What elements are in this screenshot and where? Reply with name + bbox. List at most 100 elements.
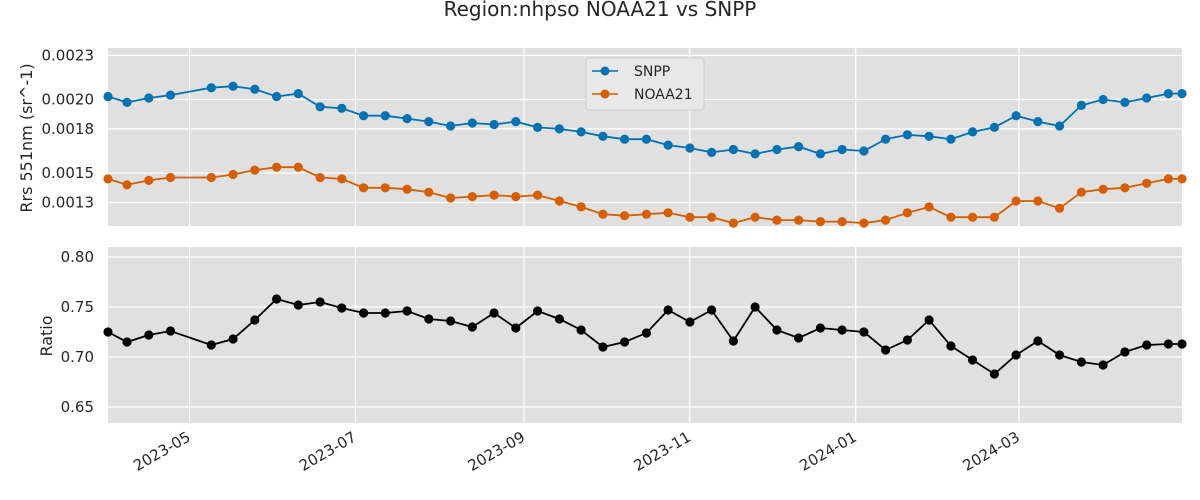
noaa21-data-point	[533, 190, 543, 200]
ratio-data-point	[1033, 336, 1043, 346]
noaa21-data-point	[1098, 184, 1108, 194]
snpp-data-point	[1055, 121, 1065, 131]
ratio-grid	[108, 247, 1182, 423]
snpp-data-point	[424, 117, 434, 127]
snpp-data-point	[750, 149, 760, 159]
noaa21-data-point	[122, 180, 132, 190]
ratio-data-point	[881, 345, 891, 355]
noaa21-data-point	[359, 183, 369, 193]
noaa21-data-point	[103, 174, 113, 184]
ratio-y-tick-label: 0.65	[61, 398, 94, 416]
rrs-y-axis-label: Rrs 551nm (sr^-1)	[17, 63, 36, 212]
noaa21-data-point	[968, 212, 978, 222]
snpp-data-point	[533, 122, 543, 132]
snpp-data-point	[946, 134, 956, 144]
ratio-data-point	[315, 297, 325, 307]
snpp-data-point	[250, 84, 260, 94]
ratio-y-axis-label: Ratio	[37, 315, 56, 356]
noaa21-data-point	[424, 187, 434, 197]
snpp-data-point	[772, 144, 782, 155]
snpp-data-point	[489, 119, 499, 130]
noaa21-data-point	[446, 193, 456, 203]
snpp-data-point	[359, 111, 369, 121]
ratio-data-point	[902, 335, 913, 345]
ratio-data-point	[1163, 339, 1173, 349]
noaa21-data-point	[293, 162, 303, 172]
ratio-data-point	[1076, 357, 1086, 367]
ratio-data-point	[380, 308, 390, 318]
x-tick-labels: 2023-05 2023-07 2023-09 2023-11 2024-01 2024-…	[130, 428, 1023, 475]
ratio-data-point	[815, 323, 826, 333]
snpp-data-point	[315, 102, 325, 112]
snpp-data-point	[620, 134, 630, 144]
noaa21-data-point	[1177, 174, 1187, 184]
rrs-series	[103, 81, 1187, 228]
noaa21-data-point	[272, 162, 282, 172]
snpp-data-point	[554, 124, 565, 134]
snpp-data-point	[446, 121, 456, 131]
noaa21-data-point	[165, 172, 176, 183]
snpp-data-point	[380, 111, 390, 121]
snpp-data-point	[924, 131, 934, 141]
snpp-data-point	[1163, 89, 1173, 99]
snpp-data-point	[663, 140, 673, 150]
ratio-data-point	[1098, 360, 1108, 370]
noaa21-data-point	[228, 169, 238, 180]
noaa21-data-point	[772, 215, 782, 225]
noaa21-data-point	[511, 192, 521, 202]
noaa21-data-point	[685, 212, 695, 222]
noaa21-data-point	[707, 212, 717, 222]
noaa21-data-point	[859, 218, 869, 228]
x-tick-label: 2024-01	[796, 428, 859, 475]
noaa21-data-point	[467, 192, 477, 202]
x-tick-label: 2023-11	[631, 428, 694, 475]
snpp-data-point	[1142, 93, 1152, 103]
ratio-data-point	[165, 326, 176, 336]
snpp-data-point	[576, 127, 586, 137]
snpp-data-point	[103, 91, 113, 102]
ratio-data-point	[1120, 347, 1130, 357]
snpp-data-point	[1177, 89, 1187, 99]
noaa21-data-point	[837, 217, 847, 227]
snpp-data-point	[165, 90, 176, 100]
snpp-data-point	[641, 134, 652, 144]
x-tick-label: 2023-07	[296, 428, 359, 475]
ratio-data-point	[337, 303, 347, 313]
ratio-data-point	[576, 325, 586, 335]
snpp-data-point	[272, 91, 282, 102]
ratio-data-point	[1011, 350, 1021, 360]
ratio-y-tick-label: 0.80	[61, 248, 94, 266]
noaa21-data-point	[1076, 187, 1086, 197]
snpp-data-point	[228, 81, 238, 91]
ratio-y-tick-label: 0.70	[61, 348, 94, 366]
noaa21-data-point	[1163, 174, 1173, 184]
ratio-data-point	[772, 325, 782, 335]
snpp-data-point	[206, 83, 216, 93]
snpp-data-point	[685, 143, 695, 153]
ratio-panel: 0.65 0.70 0.75 0.80 Ratio	[37, 247, 1187, 423]
rrs-y-tick-label: 0.0020	[42, 90, 95, 108]
snpp-data-point	[837, 144, 847, 155]
snpp-data-point	[815, 149, 826, 159]
ratio-data-point	[859, 327, 869, 337]
noaa21-data-point	[1120, 183, 1130, 193]
ratio-data-point	[968, 355, 978, 365]
noaa21-data-point	[881, 215, 891, 225]
snpp-data-point	[707, 147, 717, 157]
ratio-data-point	[533, 306, 543, 316]
snpp-data-point	[1120, 97, 1130, 107]
ratio-y-tick-label: 0.75	[61, 298, 94, 316]
noaa21-data-point	[1011, 196, 1021, 206]
noaa21-data-point	[924, 202, 934, 212]
noaa21-data-point	[663, 208, 673, 218]
ratio-series	[103, 294, 1187, 379]
ratio-data-point	[489, 308, 499, 318]
noaa21-data-point	[728, 218, 739, 228]
noaa21-data-point	[815, 217, 826, 227]
ratio-data-point	[103, 327, 113, 337]
ratio-data-point	[206, 340, 216, 350]
ratio-data-point	[144, 330, 154, 340]
noaa21-data-point	[144, 175, 154, 185]
ratio-data-point	[1177, 339, 1187, 349]
